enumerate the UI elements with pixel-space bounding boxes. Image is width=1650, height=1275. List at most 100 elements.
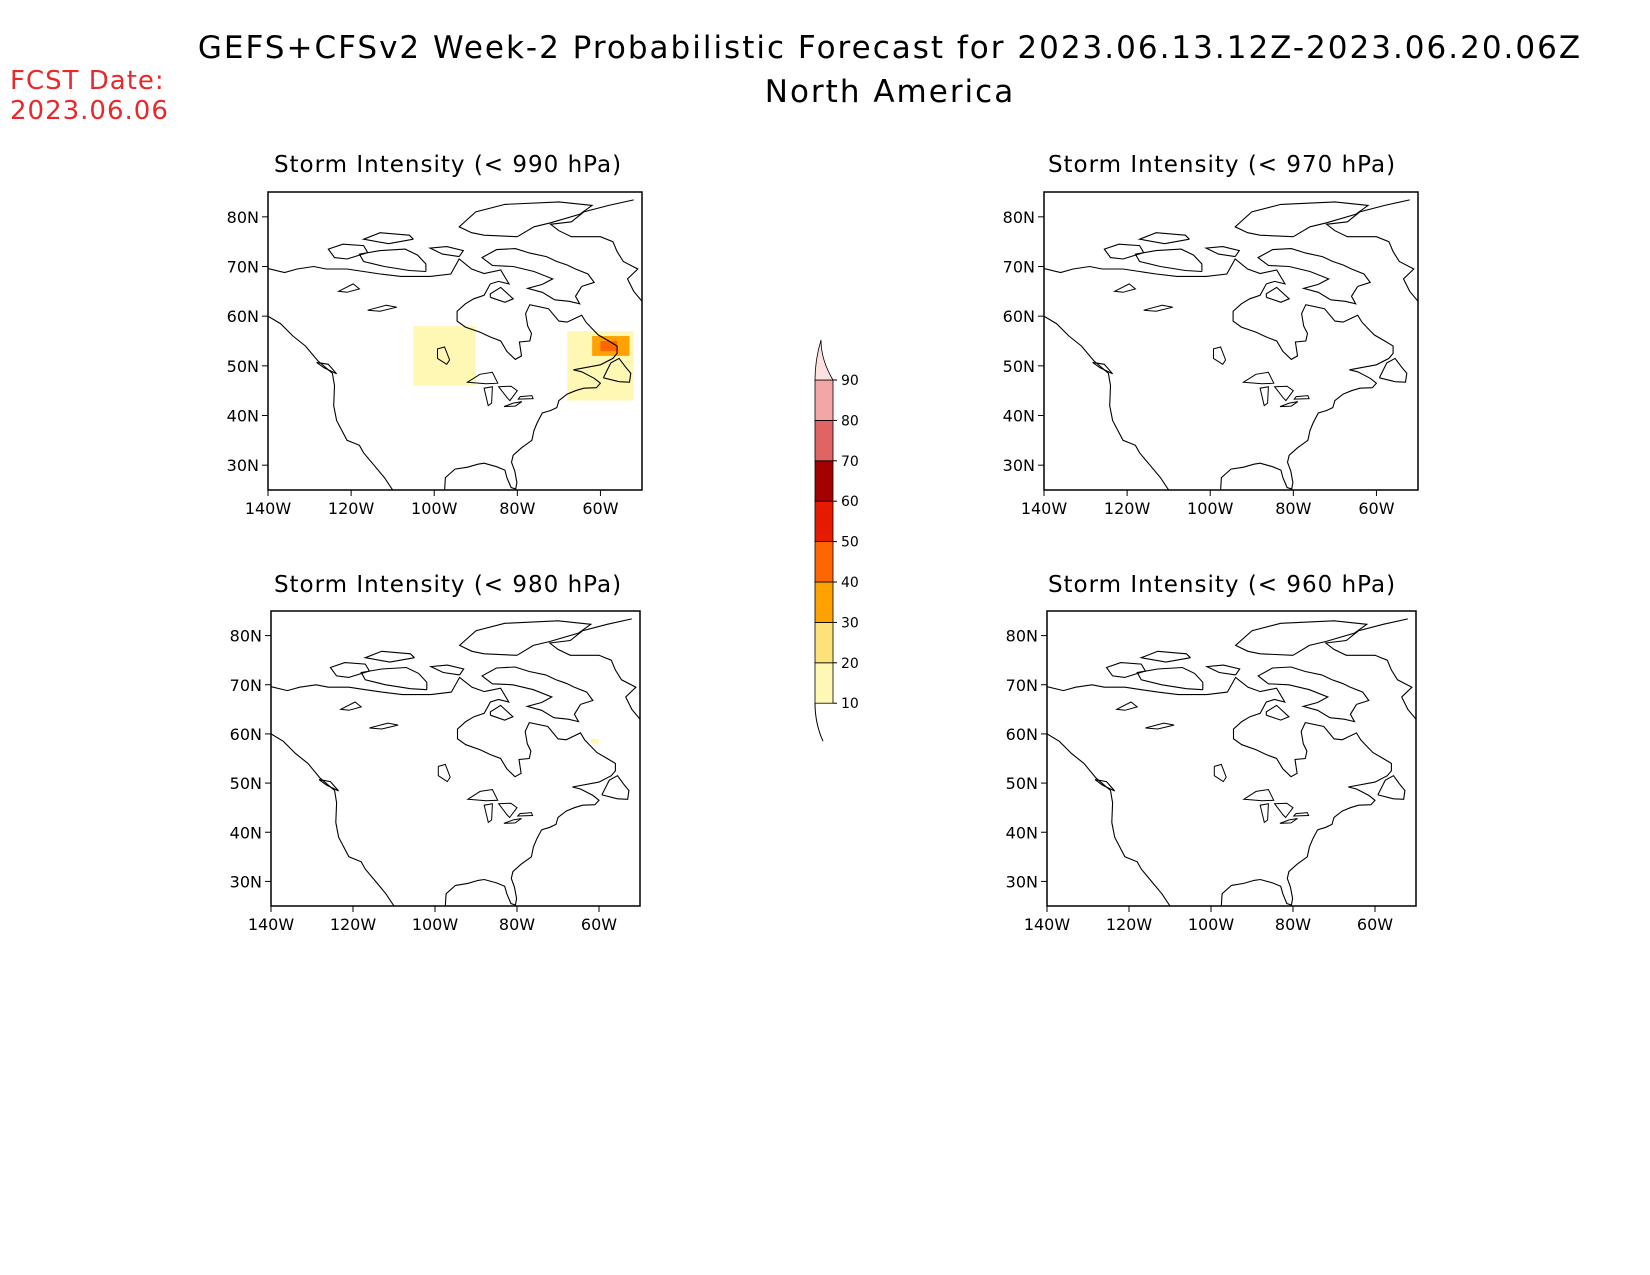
lake-outline — [1259, 803, 1269, 824]
coastline — [316, 361, 338, 375]
lat-tick-label: 80N — [227, 208, 259, 227]
coastline — [428, 246, 465, 258]
colorbar-label: 30 — [841, 615, 859, 631]
coastline — [271, 733, 395, 906]
lake-outline — [1273, 802, 1294, 819]
lat-tick-label: 30N — [227, 456, 259, 475]
coastline — [1094, 779, 1116, 792]
coastline — [1204, 664, 1241, 676]
coastline — [601, 774, 630, 800]
lon-tick-label: 60W — [1358, 499, 1394, 518]
lake-outline — [1292, 812, 1310, 817]
lake-outline — [437, 763, 451, 783]
lake-outline — [367, 304, 397, 312]
lon-tick-label: 140W — [1024, 915, 1071, 934]
forecast-date-caption: FCST Date: — [10, 66, 165, 96]
forecast-date-value: 2023.06.06 — [10, 96, 169, 126]
lon-tick-label: 60W — [582, 499, 618, 518]
colorbar-end-bottom — [814, 703, 824, 742]
lat-tick-label: 50N — [1006, 774, 1038, 793]
coastline — [1134, 248, 1203, 273]
lat-tick-label: 30N — [1003, 456, 1035, 475]
coastline — [268, 315, 394, 490]
coastline — [1324, 618, 1416, 721]
lat-tick-label: 70N — [1003, 258, 1035, 277]
coastline — [1325, 199, 1418, 303]
lake-outline — [497, 802, 518, 819]
forecast-date-label: FCST Date: 2023.06.06 — [10, 66, 169, 126]
lat-tick-label: 80N — [1006, 627, 1038, 646]
coastline — [480, 248, 596, 305]
lat-tick-label: 40N — [230, 823, 262, 842]
lon-tick-label: 140W — [1021, 499, 1068, 518]
coastline — [1378, 357, 1408, 383]
coastline — [358, 248, 427, 273]
coastline — [1136, 666, 1204, 691]
coastline — [329, 662, 371, 678]
coastline — [1047, 676, 1392, 906]
coastline — [1044, 258, 1394, 490]
coastline — [1234, 620, 1369, 656]
colorbar-segment — [814, 662, 834, 704]
coastline — [327, 243, 369, 260]
coastline — [1047, 733, 1171, 906]
lat-tick-label: 50N — [1003, 357, 1035, 376]
lake-outline — [1213, 763, 1227, 783]
lat-tick-label: 40N — [227, 407, 259, 426]
coastline — [1092, 361, 1114, 375]
colorbar-segment — [814, 419, 834, 462]
colorbar: 10 20 30 40 50 60 70 80 90 — [814, 339, 859, 742]
coastline — [548, 618, 640, 721]
colorbar-segment — [814, 581, 834, 623]
lake-outline — [369, 722, 399, 730]
lake-outline — [1112, 283, 1137, 293]
lon-tick-label: 100W — [412, 915, 459, 934]
lake-outline — [483, 386, 493, 407]
lat-tick-label: 50N — [227, 357, 259, 376]
coastline — [1044, 315, 1170, 490]
lat-tick-label: 40N — [1006, 823, 1038, 842]
probability-cell — [600, 341, 618, 351]
coastline — [1234, 201, 1370, 238]
lat-tick-label: 70N — [230, 676, 262, 695]
lon-tick-label: 80W — [499, 499, 535, 518]
coastline — [363, 650, 415, 663]
colorbar-segment — [814, 379, 834, 421]
lake-outline — [1115, 701, 1139, 711]
colorbar-label: 10 — [841, 696, 859, 712]
lat-tick-label: 80N — [1003, 208, 1035, 227]
lat-tick-label: 60N — [1003, 307, 1035, 326]
coastline — [268, 258, 618, 490]
lon-tick-label: 80W — [499, 915, 535, 934]
colorbar-end-top — [814, 339, 834, 381]
lake-outline — [1273, 385, 1295, 402]
lake-outline — [1279, 401, 1299, 408]
map-panel-990: 80N 70N 60N 50N 40N 30N 140W 120W 100W 80W 60W — [227, 191, 643, 518]
map-frame — [270, 610, 641, 907]
lon-tick-label: 120W — [1104, 499, 1151, 518]
lon-tick-label: 80W — [1275, 915, 1311, 934]
map-panel-970: 80N 70N 60N 50N 40N 30N 140W 120W 100W 80W 60W — [1003, 191, 1419, 518]
lake-outline — [466, 788, 499, 802]
lake-outline — [497, 385, 519, 402]
lon-tick-label: 140W — [248, 915, 295, 934]
coastline — [489, 286, 515, 303]
coastline — [361, 232, 414, 245]
lon-tick-label: 60W — [1357, 915, 1393, 934]
lon-tick-label: 120W — [330, 915, 377, 934]
lake-outline — [503, 401, 523, 408]
lat-tick-label: 60N — [227, 307, 259, 326]
map-frame — [1046, 610, 1417, 907]
main-title: GEFS+CFSv2 Week-2 Probabilistic Forecast… — [197, 30, 1583, 66]
map-frame — [267, 191, 643, 491]
lake-outline — [516, 812, 534, 817]
coastline — [1265, 286, 1291, 303]
lake-outline — [1279, 818, 1298, 824]
colorbar-label: 50 — [841, 535, 859, 551]
coastline — [360, 666, 428, 691]
colorbar-label: 70 — [841, 454, 859, 470]
lon-tick-label: 60W — [581, 915, 617, 934]
colorbar-label: 40 — [841, 575, 859, 591]
